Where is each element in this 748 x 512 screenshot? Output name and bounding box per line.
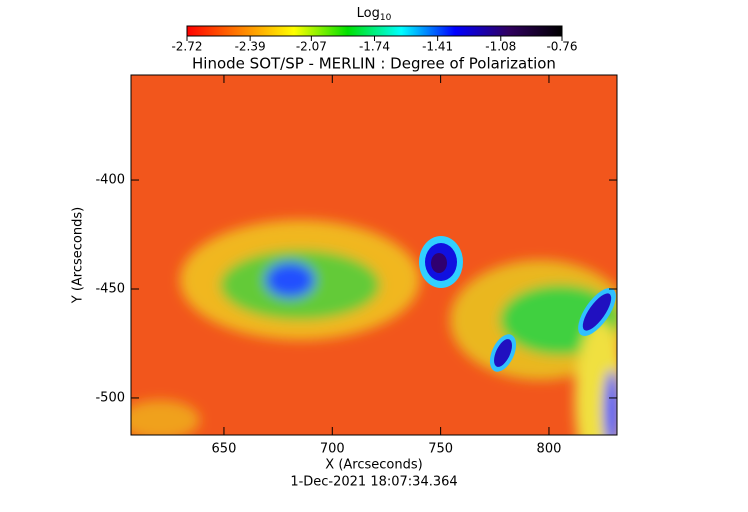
x-tick-label: 800 bbox=[537, 442, 562, 457]
colorbar-tick-label: -1.41 bbox=[422, 40, 453, 54]
x-axis-label: X (Arcseconds) bbox=[325, 458, 422, 473]
colorbar-tick-label: -2.07 bbox=[296, 40, 327, 54]
colorbar-tick-label: -2.72 bbox=[171, 40, 202, 54]
y-tick-label: -400 bbox=[95, 173, 125, 188]
chart-title: Hinode SOT/SP - MERLIN : Degree of Polar… bbox=[192, 55, 556, 73]
colorbar-tick-label: -1.08 bbox=[485, 40, 516, 54]
x-tick-label: 750 bbox=[428, 442, 453, 457]
x-tick-label: 700 bbox=[320, 442, 345, 457]
colorbar-label: Log10 bbox=[357, 6, 392, 23]
colorbar bbox=[186, 25, 563, 37]
y-axis-label: Y (Arcseconds) bbox=[71, 207, 86, 304]
y-tick-label: -450 bbox=[95, 281, 125, 296]
x-tick-label: 650 bbox=[212, 442, 237, 457]
colorbar-tick-label: -1.74 bbox=[359, 40, 390, 54]
footer-date: 1-Dec-2021 18:07:34.364 bbox=[290, 475, 457, 490]
y-tick-label: -500 bbox=[95, 390, 125, 405]
polarization-image bbox=[131, 75, 617, 435]
colorbar-tick-label: -0.76 bbox=[546, 40, 577, 54]
plot-frame bbox=[130, 74, 618, 436]
colorbar-tick-label: -2.39 bbox=[235, 40, 266, 54]
